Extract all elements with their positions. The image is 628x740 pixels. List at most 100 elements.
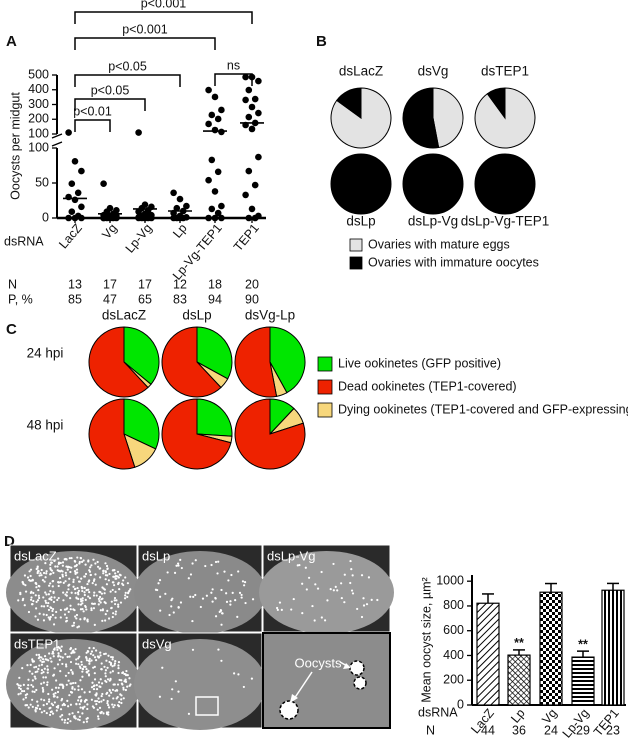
speckle: [52, 673, 56, 676]
speckle: [72, 585, 75, 588]
speckle: [42, 690, 45, 693]
speckle: [39, 659, 42, 662]
speckle: [44, 676, 47, 679]
speckle: [92, 602, 95, 606]
dot: [74, 189, 82, 197]
speckle: [54, 686, 58, 689]
speckle: [107, 654, 110, 657]
speckle: [171, 597, 174, 600]
speckle: [47, 700, 51, 703]
speckle: [104, 612, 107, 616]
speckle: [72, 580, 75, 584]
table-value: 36: [512, 723, 526, 737]
dot: [205, 120, 212, 128]
speckle: [92, 666, 95, 669]
speckle: [251, 598, 255, 601]
speckle: [104, 669, 108, 672]
speckle: [31, 698, 34, 701]
speckle: [29, 598, 33, 601]
column-label: dsLp: [182, 308, 211, 323]
speckle: [69, 570, 72, 574]
speckle: [57, 686, 60, 689]
speckle: [43, 580, 46, 583]
speckle: [96, 560, 99, 564]
speckle: [350, 589, 354, 592]
speckle: [56, 696, 59, 699]
speckle: [36, 670, 39, 673]
speckle: [311, 604, 314, 608]
speckle: [120, 698, 123, 701]
speckle: [21, 667, 24, 670]
pie-slice: [474, 153, 536, 215]
speckle: [64, 574, 68, 577]
speckle: [69, 597, 72, 600]
speckle: [60, 569, 63, 572]
speckle: [112, 575, 115, 578]
speckle: [70, 682, 73, 685]
speckle: [126, 582, 130, 585]
speckle: [26, 576, 30, 579]
speckle: [238, 591, 242, 594]
speckle: [105, 659, 108, 662]
speckle: [77, 597, 80, 600]
speckle: [66, 568, 69, 571]
pie-slice: [486, 87, 506, 120]
speckle: [87, 595, 90, 598]
speckle: [104, 571, 107, 574]
speckle: [74, 717, 77, 720]
speckle: [217, 648, 220, 651]
speckle: [52, 655, 55, 658]
speckle: [57, 596, 60, 600]
speckle: [75, 658, 78, 661]
speckle: [314, 583, 317, 586]
speckle: [220, 623, 223, 626]
speckle: [46, 683, 49, 686]
dot: [176, 195, 184, 203]
speckle: [35, 707, 39, 710]
speckle: [64, 571, 67, 574]
speckle: [332, 589, 335, 592]
speckle: [84, 604, 87, 608]
speckle: [73, 688, 76, 691]
speckle: [60, 697, 64, 701]
dot: [242, 73, 249, 81]
speckle: [52, 693, 55, 696]
pie-label: dsLp-Vg-TEP1: [461, 214, 550, 229]
speckle: [91, 705, 94, 708]
legend-swatch: [317, 379, 333, 395]
speckle: [78, 703, 81, 706]
speckle: [53, 596, 56, 599]
bar: [507, 654, 531, 706]
y-tick-label: 100: [28, 140, 49, 154]
speckle: [307, 576, 311, 579]
speckle: [95, 702, 98, 706]
speckle: [95, 700, 99, 703]
speckle: [83, 705, 86, 708]
speckle: [280, 608, 283, 611]
speckle: [107, 713, 110, 716]
speckle: [101, 692, 104, 696]
dot: [242, 191, 249, 199]
y-tick-label: 200: [28, 112, 49, 126]
speckle: [31, 705, 34, 708]
speckle: [36, 570, 39, 574]
speckle: [108, 572, 111, 576]
speckle: [107, 703, 110, 707]
speckle: [32, 599, 35, 603]
legend-swatch: [349, 256, 363, 270]
speckle: [51, 609, 54, 613]
speckle: [103, 592, 106, 595]
speckle: [114, 689, 117, 692]
speckle: [360, 615, 364, 619]
speckle: [42, 619, 46, 622]
speckle: [159, 609, 162, 612]
speckle: [83, 586, 86, 590]
dot: [78, 214, 85, 222]
speckle: [189, 595, 192, 598]
speckle: [42, 571, 46, 575]
bar: [571, 656, 595, 706]
speckle: [113, 584, 116, 587]
speckle: [114, 660, 117, 663]
speckle: [16, 683, 19, 686]
speckle: [85, 589, 88, 592]
